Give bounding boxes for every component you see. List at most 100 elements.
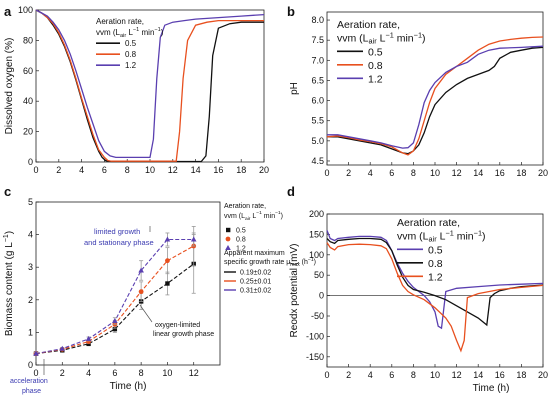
x-tick-label: 20 <box>259 165 269 175</box>
x-tick-label: 18 <box>236 165 246 175</box>
y-tick-label: 100 <box>18 5 33 15</box>
y-tick-label: 150 <box>309 229 324 239</box>
x-tick-label: 14 <box>473 370 483 380</box>
x-tick-label: 4 <box>368 370 373 380</box>
legend-title-line1: Aeration rate, <box>224 203 266 210</box>
x-axis-label: Time (h) <box>110 381 147 392</box>
y-tick-label: -100 <box>306 331 324 341</box>
rate-legend-title-2: specific growth rate μmax (h−1) <box>224 257 316 268</box>
panel-label-b: b <box>287 4 295 19</box>
x-tick-label: 2 <box>346 168 351 178</box>
x-tick-label: 4 <box>86 368 91 378</box>
y-tick-label: 40 <box>23 96 33 106</box>
series-line-0.8 <box>326 237 544 327</box>
panel-b: 0 2 4 6 8 10 12 14 16 18 20 4.5 5.0 5.5 6.0 6.5 7.0 7.5 8.… <box>289 11 548 178</box>
legend-title-line2: vvm (Lair L−1 min−1) <box>224 210 283 222</box>
legend: Aeration rate,vvm (Lair L−1 min−1)0.5 0.8… <box>337 19 426 85</box>
y-tick-label: 5.0 <box>311 136 324 146</box>
x-tick-label: 12 <box>452 168 462 178</box>
annotation-linear: oxygen-limited <box>155 322 200 329</box>
legend-entry-0.8: 0.8 <box>428 258 443 270</box>
legend-entry-0.5: 0.5 <box>428 244 443 256</box>
y-tick-label: 3 <box>28 262 33 272</box>
series-line-0.8 <box>326 36 544 156</box>
annotation-accel: acceleration <box>10 378 48 385</box>
annotation-limited: and stationary phase <box>84 238 154 247</box>
series-line-1.2 <box>327 45 544 149</box>
panel-label-d: d <box>287 184 295 199</box>
x-tick-label: 4 <box>368 168 373 178</box>
x-tick-label: 4 <box>79 165 84 175</box>
data-point-0.8 <box>165 258 170 264</box>
data-point-1.2 <box>138 267 144 273</box>
x-tick-label: 6 <box>112 368 117 378</box>
data-point-1.2 <box>164 236 171 242</box>
x-tick-label: 2 <box>60 368 65 378</box>
y-tick-label: 200 <box>309 209 324 219</box>
y-tick-label: -150 <box>306 352 324 362</box>
legend: Aeration rate,vvm (Lair L−1 min−1)0.5 0.8… <box>397 217 486 283</box>
x-axis-label: Time (h) <box>473 383 510 394</box>
y-tick-label: 8.0 <box>311 15 324 25</box>
y-tick-label: 4 <box>28 230 33 240</box>
y-tick-label: 50 <box>314 270 324 280</box>
data-point-0.5 <box>112 326 118 332</box>
x-tick-label: 8 <box>139 368 144 378</box>
annotation-accel: phase <box>22 388 41 395</box>
panel-label-c: c <box>4 184 11 199</box>
x-tick-label: 16 <box>495 168 505 178</box>
x-tick-label: 6 <box>102 165 107 175</box>
x-tick-label: 0 <box>324 370 329 380</box>
x-tick-label: 8 <box>411 370 416 380</box>
y-tick-label: 0 <box>28 157 33 167</box>
legend-title-line1: Aeration rate, <box>337 19 400 31</box>
series-line-0.5 <box>326 230 544 330</box>
x-tick-label: 20 <box>538 168 548 178</box>
x-tick-label: 2 <box>346 370 351 380</box>
legend-marker-1.2 <box>225 245 231 250</box>
legend-entry-1.2: 1.2 <box>368 73 383 85</box>
x-tick-label: 6 <box>389 370 394 380</box>
series-line-0.5 <box>327 46 544 155</box>
y-tick-label: 100 <box>309 250 324 260</box>
legend-entry-0.5: 0.5 <box>368 46 383 58</box>
rate-legend-value: 0.19±0.02 <box>240 270 271 277</box>
x-tick-label: 10 <box>145 165 155 175</box>
plot-frame <box>35 201 221 366</box>
x-tick-label: 0 <box>33 368 38 378</box>
x-tick-label: 8 <box>125 165 130 175</box>
y-tick-label: 5.5 <box>311 116 324 126</box>
y-axis-label: Dissolved oxygen (%) <box>4 38 15 135</box>
y-tick-label: 2 <box>28 295 33 305</box>
y-tick-label: 20 <box>23 127 33 137</box>
y-tick-label: 6.5 <box>311 75 324 85</box>
y-tick-label: 0 <box>28 360 33 370</box>
data-point-0.8 <box>138 289 144 295</box>
annotation-linear: linear growth phase <box>153 331 214 338</box>
data-point-1.2 <box>85 335 92 341</box>
y-axis-label: Reodx potential (mV) <box>289 244 300 338</box>
legend-title-line2: vvm (Lair L−1 min−1) <box>337 31 426 46</box>
x-tick-label: 0 <box>33 165 38 175</box>
data-point-1.2 <box>33 350 39 356</box>
data-point-0.5 <box>165 281 170 286</box>
legend-title-line2: vvm (Lair L−1 min−1) <box>96 27 164 39</box>
x-tick-label: 6 <box>389 168 394 178</box>
data-point-1.2 <box>59 345 66 351</box>
legend-title-line1: Aeration rate, <box>397 217 460 229</box>
x-tick-label: 16 <box>213 165 223 175</box>
y-tick-label: 0 <box>319 291 324 301</box>
rate-legend-value: 0.25±0.01 <box>240 279 271 286</box>
x-tick-label: 12 <box>452 370 462 380</box>
x-tick-label: 12 <box>168 165 178 175</box>
x-tick-label: 14 <box>191 165 201 175</box>
legend-entry-0.5: 0.5 <box>125 39 137 48</box>
y-tick-label: 6.0 <box>311 96 324 106</box>
x-tick-label: 12 <box>189 368 199 378</box>
legend-title-line1: Aeration rate, <box>96 17 144 26</box>
legend-entry-1.2: 1.2 <box>428 271 443 283</box>
legend-entry-0.8: 0.8 <box>125 50 137 59</box>
panel-a: 0 2 4 6 8 10 12 14 16 18 20 0 20 40 60 80 100 Dissolved o… <box>4 5 269 175</box>
x-tick-label: 2 <box>56 165 61 175</box>
legend-entry-0.5: 0.5 <box>236 228 246 235</box>
